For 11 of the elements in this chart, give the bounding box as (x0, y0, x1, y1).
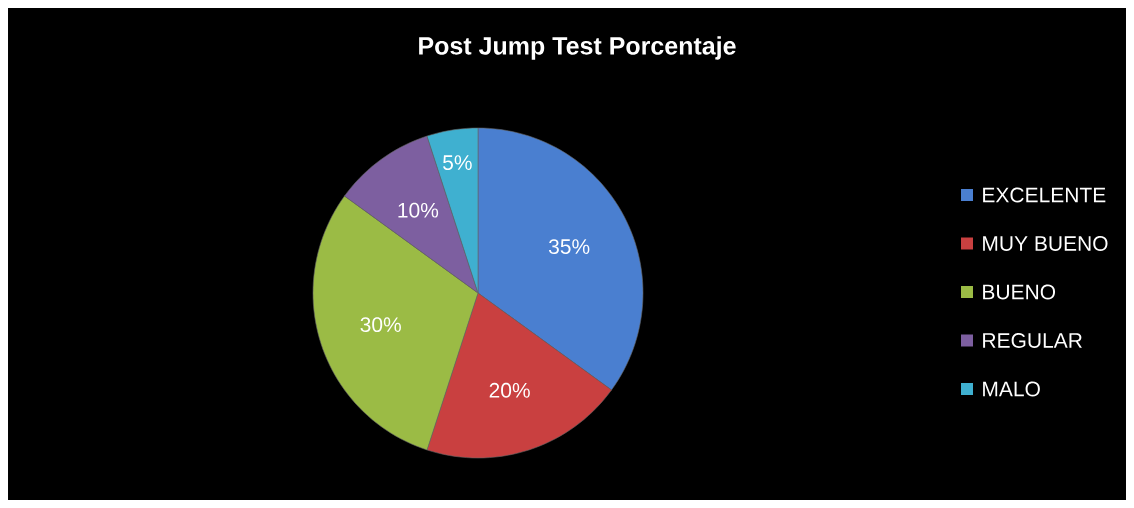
data-label: 30% (360, 317, 401, 333)
legend-label: BUENO (983, 284, 1056, 300)
legend-label: EXCELENTE (983, 187, 1106, 203)
legend-label: MALO (983, 381, 1040, 397)
data-label: 35% (548, 239, 590, 254)
data-label: 5% (443, 155, 472, 171)
data-label: 20% (489, 382, 530, 398)
data-label: 10% (398, 202, 439, 218)
legend-label: REGULAR (983, 333, 1082, 348)
legend-label: MUY BUENO (983, 236, 1108, 251)
chart-title: Post Jump Test Porcentaje (419, 36, 736, 60)
